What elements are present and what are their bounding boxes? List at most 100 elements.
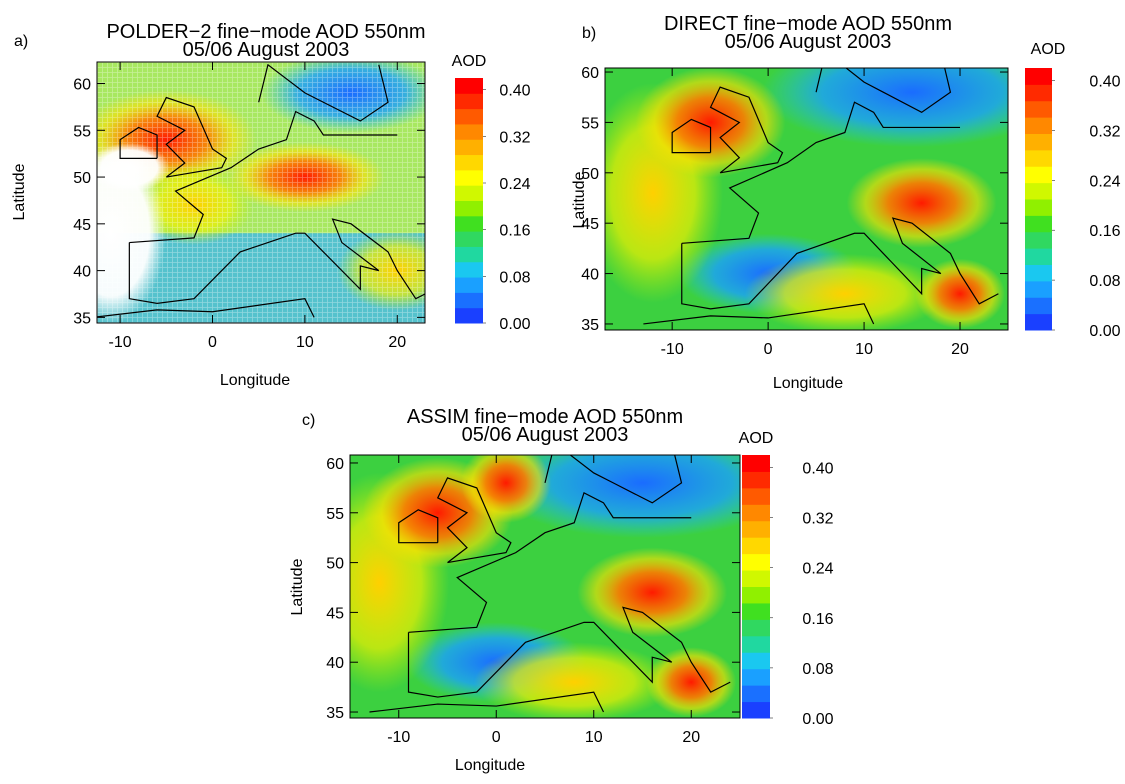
plot-frame [349, 454, 741, 719]
panel-label: c) [302, 412, 315, 429]
field-blob [474, 642, 675, 718]
title: DIRECT fine−mode AOD 550nm [664, 13, 952, 35]
coast [128, 218, 425, 304]
colorbar-step [1025, 133, 1052, 151]
colorbar-step [1025, 215, 1052, 233]
y-tick-label: 50 [581, 166, 599, 183]
y-tick-label: 35 [581, 317, 599, 334]
colorbar-tick-label: 0.24 [1089, 173, 1120, 190]
colorbar-step [455, 139, 483, 156]
colorbar-tick-label: 0.16 [499, 223, 530, 240]
y-tick-label: 35 [326, 705, 344, 722]
y-tick-label: 40 [73, 264, 91, 281]
field-blob [635, 68, 786, 178]
subtitle: 05/06 August 2003 [462, 424, 629, 446]
y-tick-label: 45 [73, 217, 91, 234]
colorbar-step [1025, 100, 1052, 118]
coast [709, 86, 784, 174]
colorbar-step [455, 292, 483, 309]
colorbar-step [742, 652, 770, 670]
y-tick-label: 40 [581, 267, 599, 284]
colorbar-step [1025, 68, 1052, 85]
coast [369, 691, 605, 713]
colorbar-step [1025, 297, 1052, 315]
colorbar-step [742, 471, 770, 489]
colorbar-step [455, 246, 483, 263]
panel-label: a) [14, 33, 28, 50]
colorbar-step [742, 586, 770, 604]
field-blob [915, 258, 1006, 329]
colorbar-step [455, 200, 483, 217]
y-axis-label: Latitude [11, 163, 28, 220]
colorbar-step [742, 520, 770, 538]
x-axis-label: Longitude [455, 757, 525, 774]
colorbar-step [1025, 231, 1052, 249]
x-tick-label: 10 [296, 334, 314, 351]
colorbar-step [1025, 313, 1052, 331]
colorbar-step [455, 261, 483, 278]
field-blob [646, 647, 737, 718]
y-tick-label: 55 [581, 115, 599, 132]
colorbar-tick-label: 0.40 [499, 83, 530, 100]
x-axis-label: Longitude [773, 375, 843, 392]
colorbar-step [742, 619, 770, 637]
colorbar-tick-label: 0.40 [1089, 73, 1120, 90]
title: POLDER−2 fine−mode AOD 550nm [106, 21, 425, 43]
colorbar-step [742, 487, 770, 505]
coast [408, 492, 692, 633]
field-blob [577, 547, 728, 638]
coast [643, 303, 875, 325]
colorbar-title: AOD [1031, 41, 1066, 58]
colorbar-step [1025, 264, 1052, 282]
x-tick-label: 0 [208, 334, 217, 351]
colorbar-step [1025, 117, 1052, 134]
coast [258, 63, 389, 122]
x-tick-label: 20 [951, 341, 969, 358]
colorbar-step [742, 668, 770, 686]
colorbar-tick-label: 0.08 [499, 269, 530, 286]
colorbar-step [455, 307, 483, 324]
x-tick-label: 10 [855, 341, 873, 358]
coast [681, 101, 961, 244]
colorbar-tick-label: 0.32 [1089, 123, 1120, 140]
colorbar-step [742, 537, 770, 555]
coast [544, 455, 683, 504]
colorbar-title: AOD [452, 53, 487, 70]
colorbar-tick-label: 0.00 [1089, 323, 1120, 340]
colorbar-step [455, 78, 483, 94]
colorbar-step [1025, 149, 1052, 167]
colorbar-step [455, 169, 483, 186]
plot-frame [96, 61, 426, 324]
colorbar-step [455, 123, 483, 140]
coast [119, 126, 158, 159]
x-tick-label: 20 [682, 729, 700, 746]
y-axis-label: Latitude [289, 558, 306, 615]
map-field [350, 455, 740, 718]
y-tick-label: 45 [326, 605, 344, 622]
x-tick-label: -10 [109, 334, 132, 351]
y-tick-label: 45 [581, 216, 599, 233]
colorbar-step [742, 685, 770, 703]
colorbar-step [1025, 280, 1052, 298]
colorbar-step [742, 455, 770, 472]
colorbar-step [455, 185, 483, 201]
y-tick-label: 60 [581, 65, 599, 82]
colorbar-tick-label: 0.24 [499, 176, 530, 193]
colorbar-step [455, 231, 483, 247]
colorbar-tick-label: 0.40 [802, 461, 833, 478]
x-tick-label: 0 [764, 341, 773, 358]
x-tick-label: -10 [661, 341, 684, 358]
colorbar-tick-label: 0.00 [499, 316, 530, 333]
coast [436, 477, 512, 564]
colorbar-tick-label: 0.16 [802, 611, 833, 628]
y-axis-label: Latitude [571, 171, 588, 228]
colorbar-step [455, 93, 483, 110]
colorbar-step [1025, 182, 1052, 200]
colorbar-tick-label: 0.00 [802, 711, 833, 728]
colorbar-title: AOD [739, 430, 774, 447]
coast [97, 298, 315, 318]
y-tick-label: 50 [73, 170, 91, 187]
colorbar-tick-label: 0.32 [802, 511, 833, 528]
colorbar-step [455, 277, 483, 293]
